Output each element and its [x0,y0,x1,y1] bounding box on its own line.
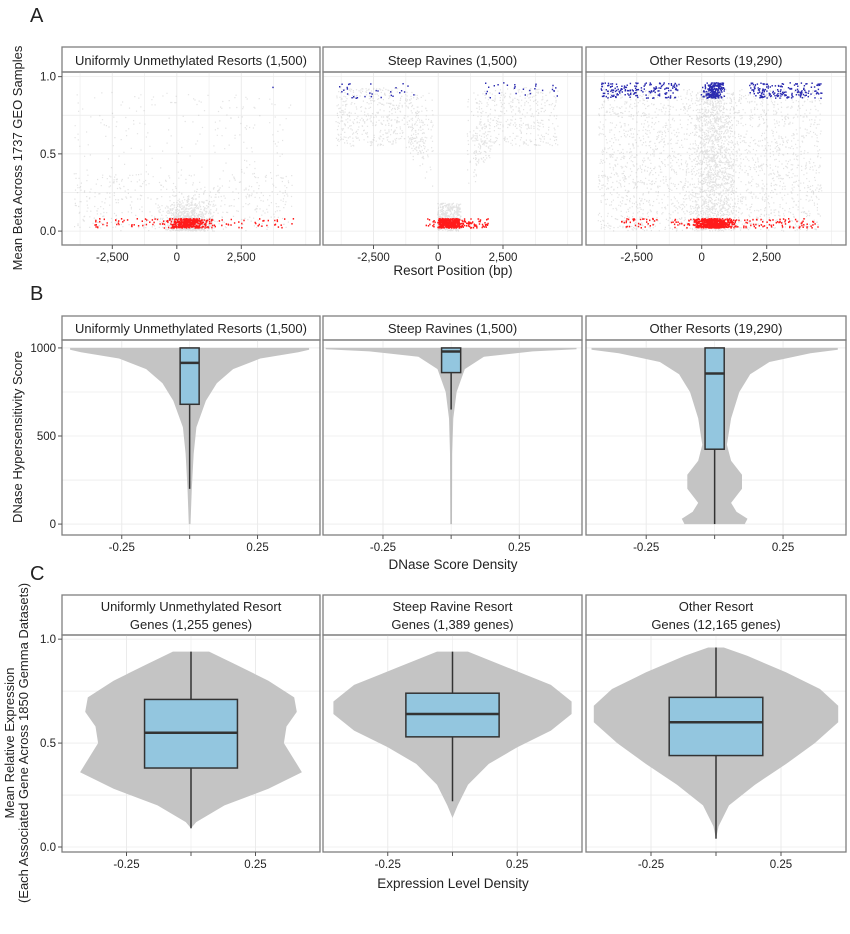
x-tick-label: 0.25 [770,859,792,871]
facet-3: Other Resort Genes (12,165 genes) -0.25 0.2… [585,594,847,871]
facet-strip [322,315,583,341]
y-tick-label: 1000 [30,343,56,355]
y-tick-label: 1.0 [40,634,56,646]
box [704,347,725,450]
facet-1: Uniformly Unmethylated Resorts (1,500) -0… [30,315,321,554]
x-tick-label: 0 [698,252,704,264]
scatter-points [335,82,559,232]
plot-frame [61,339,321,536]
panel-label: C [30,563,44,585]
y-axis-title: Mean Beta Across 1737 GEO Samples [10,45,25,270]
x-tick-label: 0.25 [508,542,530,554]
y-axis-title: DNase Hypersensitivity Score [10,351,25,523]
facet-strip [322,594,583,636]
facet-subtitle: Genes (1,255 genes) [130,617,252,632]
x-axis-title: Resort Position (bp) [393,263,512,278]
x-tick-label: 2,500 [489,252,518,264]
facet-title: Uniformly Unmethylated Resorts (1,500) [75,321,307,336]
x-tick-label: 0.25 [772,542,794,554]
x-tick-label: -2,500 [620,252,653,264]
box [440,347,462,374]
panel-C: C Mean Relative Expression (Each Associate… [2,563,847,903]
panel-A: A Mean Beta Across 1737 GEO Samples Resort… [10,5,847,278]
facet-2: Steep Ravines (1,500) -2,500 0 2,500 [322,46,583,264]
plot-frame [61,71,321,246]
blue-points [600,82,823,100]
plot-frame [585,71,847,246]
facet-3: Other Resorts (19,290) -0.25 0.25 [585,315,847,554]
facet-2: Steep Ravines (1,500) -0.25 0.25 [322,315,583,554]
red-points [94,218,295,229]
x-tick-label: 0 [174,252,180,264]
grey-points [597,88,823,232]
y-tick-label: 0.5 [40,738,56,750]
x-tick-label: -0.25 [370,542,396,554]
x-axis-title: Expression Level Density [377,876,529,891]
box [179,347,200,406]
x-tick-label: -0.25 [113,859,139,871]
scatter-points [597,82,823,232]
x-tick-label: -2,500 [96,252,129,264]
facet-title: Steep Ravines (1,500) [388,53,517,68]
panel-B: B DNase Hypersensitivity Score DNase Score… [10,283,847,572]
facet-1: Uniformly Unmethylated Resorts (1,500) -2… [40,46,321,264]
facet-title: Other Resort [679,599,754,614]
y-tick-label: 0.0 [40,226,56,238]
y-axis-title: Mean Relative Expression [2,667,17,818]
facet-1: Uniformly Unmethylated Resort Genes (1,25… [40,594,321,871]
grey-points [335,86,559,232]
x-tick-label: -0.25 [109,542,135,554]
facet-strip [585,594,847,636]
x-tick-label: 2,500 [752,252,781,264]
facet-subtitle: Genes (12,165 genes) [651,617,780,632]
plot-frame [322,71,583,246]
blue-points [339,82,558,99]
facet-strip [585,46,847,73]
red-points [425,217,489,229]
x-tick-label: 0.25 [246,542,268,554]
x-tick-label: -2,500 [357,252,390,264]
x-axis-title: DNase Score Density [388,557,517,572]
facet-strip [585,315,847,341]
grey-points [73,91,293,232]
facet-strip [322,46,583,73]
red-points [621,217,819,229]
x-tick-label: -0.25 [633,542,659,554]
x-tick-label: -0.25 [375,859,401,871]
y-tick-label: 500 [37,431,56,443]
panel-label: B [30,283,43,305]
facet-title: Other Resorts (19,290) [650,53,783,68]
panel-label: A [30,5,44,27]
facet-3: Other Resorts (19,290) -2,500 0 2,500 [585,46,847,264]
scatter-points [73,86,295,232]
y-tick-label: 0.5 [40,149,56,161]
plot-frame [322,339,583,536]
facet-2: Steep Ravine Resort Genes (1,389 genes) -0… [322,594,583,871]
facet-strip [61,46,321,73]
facet-title: Other Resorts (19,290) [650,321,783,336]
facet-title: Steep Ravines (1,500) [388,321,517,336]
y-tick-label: 1.0 [40,72,56,84]
y-axis-title-line2: (Each Associated Gene Across 1850 Gemma … [16,583,31,903]
x-tick-label: 2,500 [227,252,256,264]
x-tick-label: 0.25 [244,859,266,871]
box [668,696,764,757]
facet-title: Steep Ravine Resort [393,599,513,614]
x-tick-label: 0.25 [506,859,528,871]
x-tick-label: 0 [435,252,441,264]
y-tick-label: 0.0 [40,842,56,854]
facet-title: Uniformly Unmethylated Resorts (1,500) [75,53,307,68]
plot-frame [585,339,847,536]
facet-title: Uniformly Unmethylated Resort [101,599,282,614]
y-tick-label: 0 [50,519,56,531]
x-tick-label: -0.25 [638,859,664,871]
facet-subtitle: Genes (1,389 genes) [391,617,513,632]
facet-strip [61,594,321,636]
